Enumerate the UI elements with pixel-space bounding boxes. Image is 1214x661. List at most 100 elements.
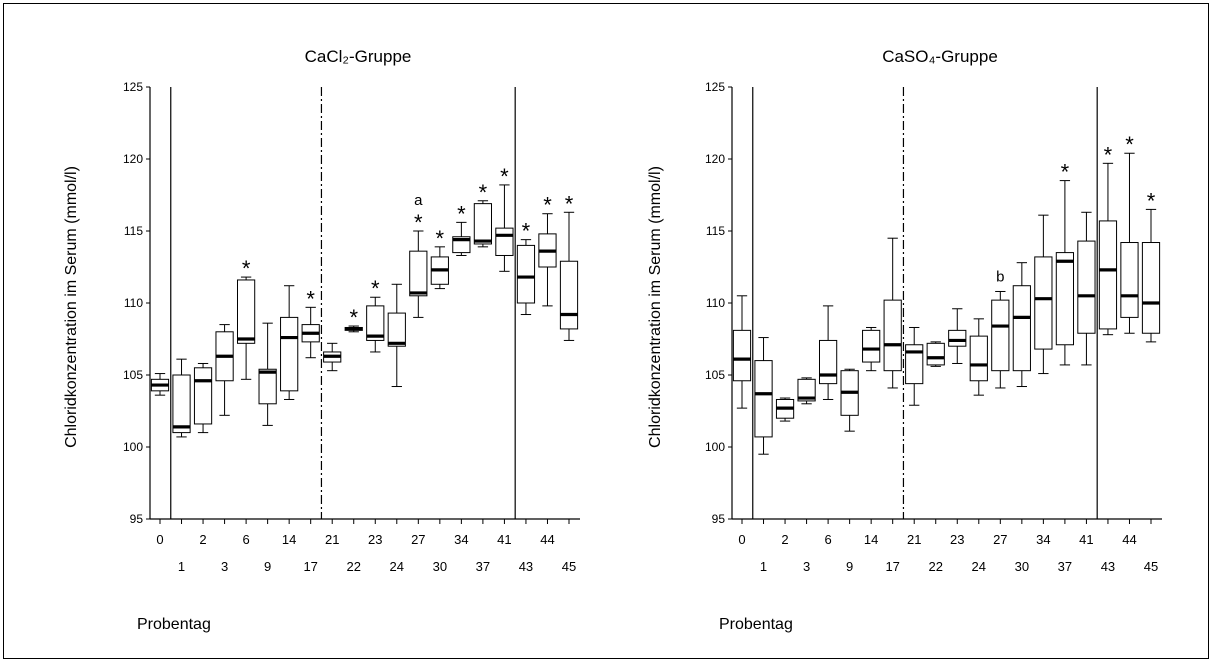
- x-axis-label: Probentag: [137, 616, 211, 633]
- y-tick-label: 100: [123, 440, 143, 454]
- x-tick-label: 43: [519, 559, 533, 574]
- iqr-box: [1098, 220, 1118, 330]
- y-tick-label: 120: [705, 152, 725, 166]
- box-day-34: *: [452, 201, 471, 256]
- iqr-box: [280, 316, 299, 392]
- box-day-17: *: [301, 286, 320, 359]
- iqr-box: [409, 250, 428, 297]
- y-tick-label: 105: [123, 368, 143, 382]
- x-tick-label: 9: [264, 559, 271, 574]
- x-tick-label: 6: [242, 532, 249, 547]
- box-day-9: [258, 322, 277, 426]
- significance-mark: *: [1147, 188, 1156, 213]
- box-day-2: [193, 362, 213, 434]
- iqr-box: [193, 367, 213, 425]
- significance-mark: *: [414, 210, 423, 235]
- iqr-box: [366, 305, 385, 341]
- x-tick-label: 9: [846, 559, 853, 574]
- x-tick-label: 30: [433, 559, 447, 574]
- box-day-9: [840, 368, 859, 432]
- box-day-30: *: [430, 226, 449, 290]
- iqr-box: [236, 279, 256, 344]
- box-day-27: *a: [409, 192, 428, 318]
- x-tick-label: 3: [803, 559, 810, 574]
- box-day-34: [1034, 214, 1053, 375]
- x-tick-label: 45: [1144, 559, 1158, 574]
- box-day-44: *: [1120, 132, 1139, 334]
- iqr-box: [516, 244, 536, 304]
- box-day-6: [818, 305, 838, 400]
- y-axis-label: Chloridkonzentration im Serum (mmol/l): [63, 166, 80, 448]
- iqr-box: [258, 368, 277, 405]
- y-tick-label: 125: [123, 80, 143, 94]
- figure-frame: [3, 3, 1209, 659]
- box-day-14: [280, 285, 299, 400]
- y-axis-label: Chloridkonzentration im Serum (mmol/l): [647, 166, 664, 448]
- y-tick-label: 110: [124, 296, 143, 310]
- x-tick-label: 14: [864, 532, 878, 547]
- box-day-30: [1012, 262, 1031, 388]
- y-tick-label: 105: [705, 368, 725, 382]
- iqr-box: [1077, 240, 1096, 334]
- x-tick-label: 44: [540, 532, 554, 547]
- iqr-box: [948, 329, 967, 347]
- box-day-24: [387, 283, 406, 388]
- significance-mark: *: [1104, 142, 1113, 167]
- iqr-box: [559, 260, 579, 330]
- annotation-label: b: [996, 268, 1004, 285]
- iqr-box: [387, 312, 406, 347]
- x-tick-label: 34: [454, 532, 468, 547]
- x-tick-label: 17: [885, 559, 899, 574]
- box-day-21: [905, 326, 924, 406]
- significance-mark: *: [306, 286, 315, 311]
- x-tick-label: 24: [972, 559, 986, 574]
- x-tick-label: 41: [497, 532, 511, 547]
- box-day-3: [797, 377, 816, 405]
- iqr-box: [797, 378, 816, 402]
- y-tick-label: 120: [123, 152, 143, 166]
- iqr-box: [1034, 256, 1053, 350]
- box-day-3: [215, 324, 234, 416]
- y-tick-label: 100: [705, 440, 725, 454]
- box-day-43: *: [1098, 142, 1118, 336]
- x-tick-label: 21: [907, 532, 921, 547]
- iqr-box: [732, 329, 752, 382]
- box-day-17: [883, 237, 902, 389]
- box-day-41: *: [495, 164, 514, 272]
- significance-mark: *: [479, 180, 488, 205]
- x-tick-label: 14: [282, 532, 296, 547]
- x-tick-label: 0: [738, 532, 745, 547]
- box-day-21: [323, 342, 342, 372]
- box-day-23: *: [366, 276, 385, 353]
- y-tick-label: 115: [124, 224, 143, 238]
- x-tick-label: 23: [368, 532, 382, 547]
- x-tick-label: 17: [303, 559, 317, 574]
- chart-panel-1: CaCl₂-Gruppe95100105110115120125Chloridk…: [63, 47, 580, 633]
- iqr-box: [818, 339, 838, 385]
- significance-mark: *: [349, 305, 358, 330]
- x-tick-label: 45: [562, 559, 576, 574]
- box-day-22: *: [344, 305, 363, 333]
- x-tick-label: 34: [1036, 532, 1050, 547]
- iqr-box: [862, 329, 881, 363]
- significance-mark: *: [543, 193, 552, 218]
- x-axis-label: Probentag: [719, 616, 793, 633]
- annotation-label: a: [414, 192, 423, 209]
- x-tick-label: 22: [347, 559, 361, 574]
- significance-mark: *: [1125, 132, 1134, 157]
- x-tick-label: 27: [993, 532, 1007, 547]
- x-tick-label: 22: [929, 559, 943, 574]
- iqr-box: [1012, 285, 1031, 372]
- significance-mark: *: [500, 164, 509, 189]
- x-tick-label: 44: [1122, 532, 1136, 547]
- box-day-37: *: [1055, 160, 1075, 366]
- iqr-box: [926, 342, 945, 366]
- significance-mark: *: [436, 226, 445, 251]
- iqr-box: [1141, 242, 1161, 334]
- iqr-box: [495, 227, 514, 256]
- iqr-box: [883, 299, 902, 372]
- x-tick-label: 30: [1015, 559, 1029, 574]
- significance-mark: *: [242, 256, 251, 281]
- box-day-45: *: [1141, 188, 1161, 343]
